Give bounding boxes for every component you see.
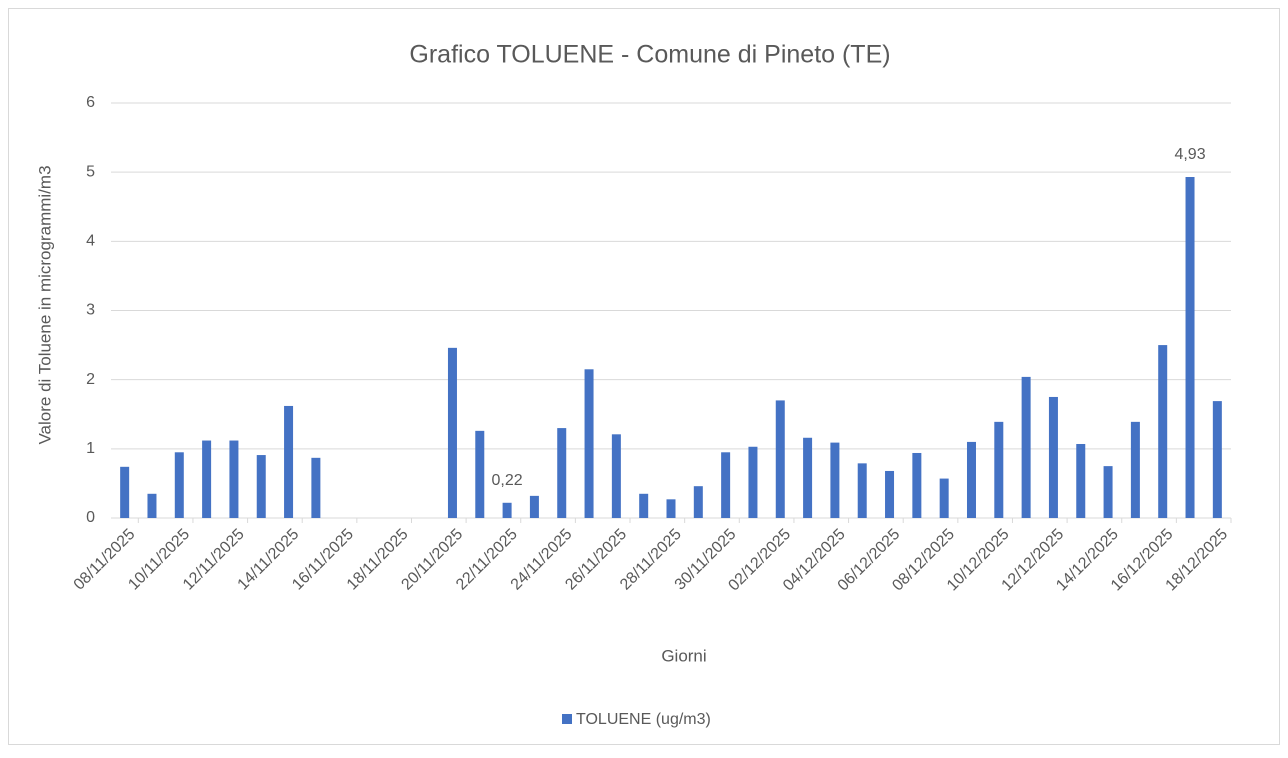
y-axis-label: Valore di Toluene in microgrammi/m3 [35, 165, 54, 444]
bar [1185, 177, 1195, 518]
y-tick-label: 0 [86, 509, 95, 526]
y-tick-label: 4 [86, 233, 95, 250]
chart-title: Grafico TOLUENE - Comune di Pineto (TE) [409, 41, 890, 69]
bar [1130, 421, 1140, 518]
legend-swatch [562, 714, 572, 724]
bar [1212, 401, 1222, 518]
bar [1021, 376, 1031, 518]
bar [229, 440, 239, 518]
bar [775, 400, 785, 518]
bar [639, 493, 649, 518]
bar [1048, 396, 1058, 518]
bar [202, 440, 212, 518]
bar [475, 430, 485, 518]
bar [693, 486, 703, 518]
y-tick-label: 6 [86, 94, 95, 111]
bar [830, 442, 840, 518]
bar [1158, 345, 1168, 518]
bar [147, 493, 157, 518]
y-tick-label: 1 [86, 440, 95, 457]
y-tick-label: 3 [86, 302, 95, 319]
bar [447, 347, 457, 518]
bar [666, 499, 676, 518]
bar [502, 502, 512, 518]
bar [803, 437, 813, 518]
bar [885, 470, 895, 518]
chart-border [8, 8, 1280, 745]
bar [1076, 443, 1086, 518]
bar [721, 452, 731, 518]
legend-label: TOLUENE (ug/m3) [576, 711, 711, 728]
data-label: 0,22 [492, 472, 523, 489]
bar [939, 478, 949, 518]
bar [529, 495, 539, 518]
x-axis-label: Giorni [661, 646, 706, 665]
bar [1103, 466, 1113, 518]
data-label: 4,93 [1174, 146, 1205, 163]
bar [311, 457, 321, 518]
bar [966, 441, 976, 518]
bar [584, 369, 594, 518]
bar [912, 452, 922, 518]
bar [748, 446, 758, 518]
bar [120, 466, 130, 518]
y-tick-label: 5 [86, 163, 95, 180]
bar [611, 434, 621, 518]
bar [557, 428, 567, 518]
bar [174, 452, 184, 518]
bar [994, 421, 1004, 518]
bar [256, 455, 266, 518]
y-tick-label: 2 [86, 371, 95, 388]
bar [284, 405, 294, 518]
bar [857, 463, 867, 518]
